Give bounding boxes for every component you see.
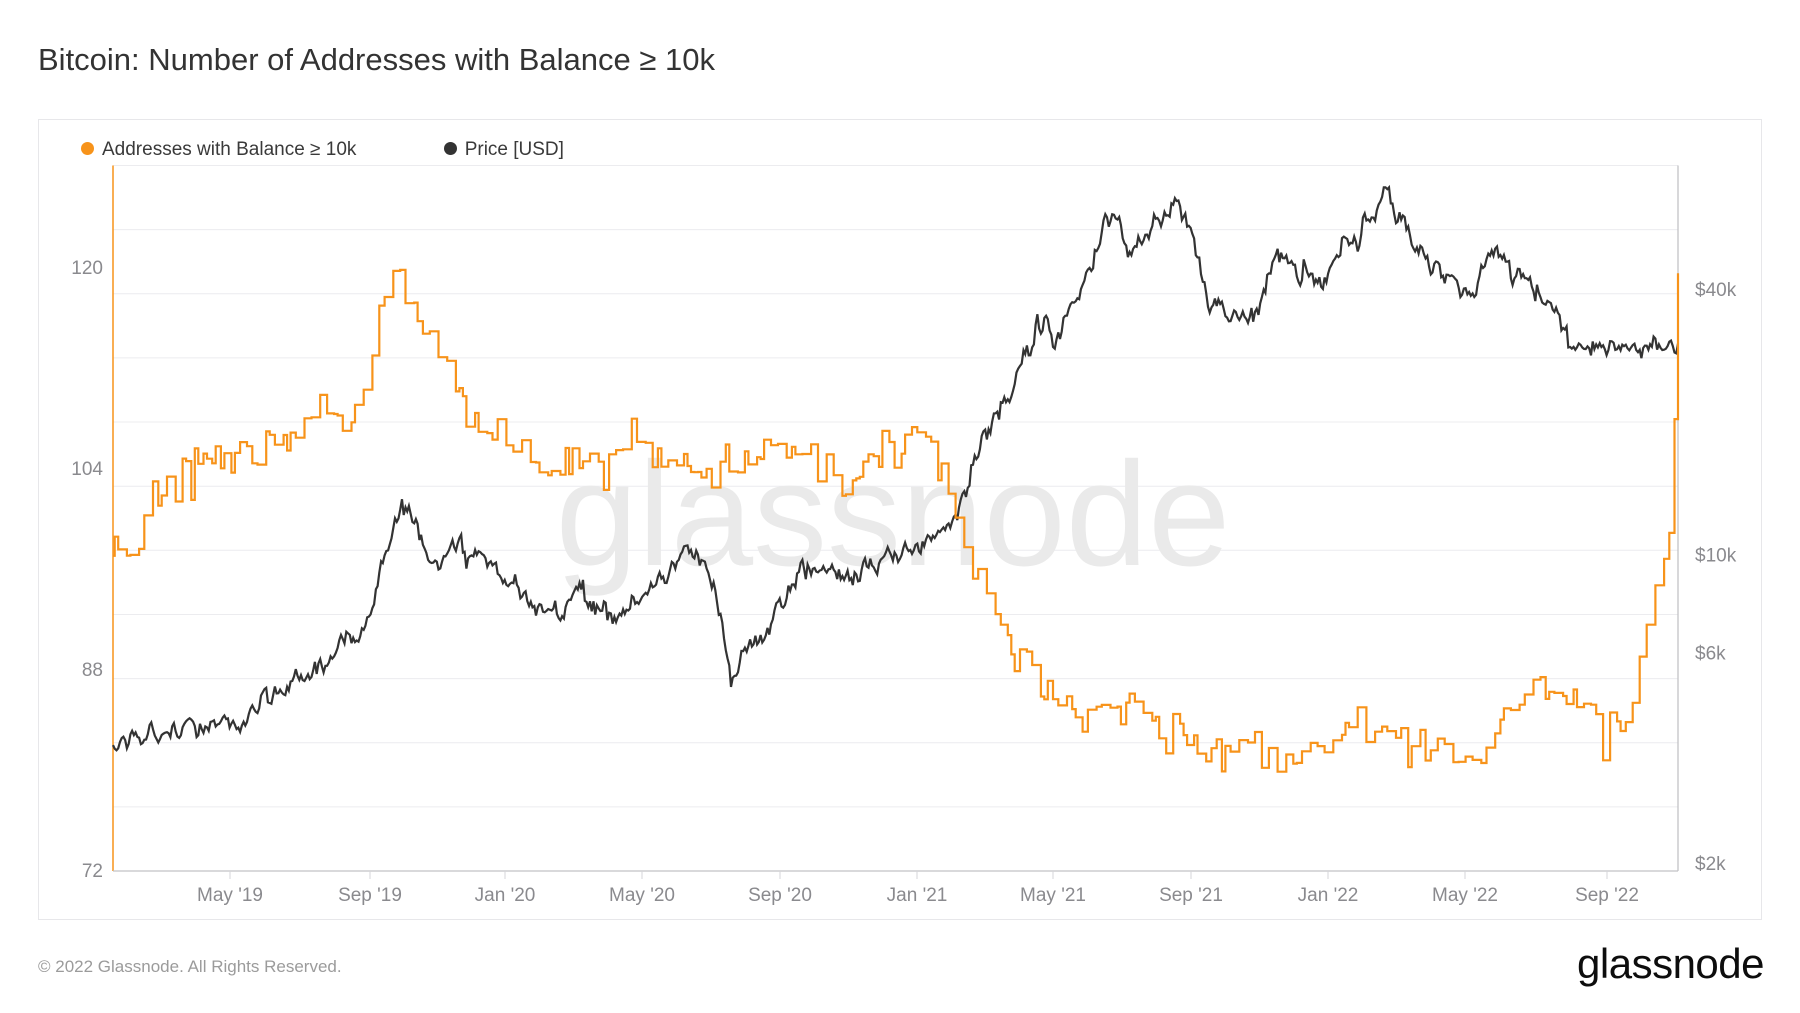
svg-text:May '22: May '22 bbox=[1432, 885, 1498, 906]
svg-text:$40k: $40k bbox=[1695, 280, 1737, 301]
svg-text:120: 120 bbox=[71, 258, 103, 279]
svg-text:Sep '20: Sep '20 bbox=[748, 885, 812, 906]
svg-text:$2k: $2k bbox=[1695, 854, 1726, 875]
svg-text:Jan '21: Jan '21 bbox=[887, 885, 948, 906]
svg-text:Jan '22: Jan '22 bbox=[1298, 885, 1359, 906]
svg-text:88: 88 bbox=[82, 660, 103, 681]
svg-text:Jan '20: Jan '20 bbox=[475, 885, 536, 906]
svg-text:Sep '21: Sep '21 bbox=[1159, 885, 1223, 906]
svg-text:$10k: $10k bbox=[1695, 546, 1737, 567]
svg-text:104: 104 bbox=[71, 459, 103, 480]
svg-text:72: 72 bbox=[82, 861, 103, 882]
svg-text:May '21: May '21 bbox=[1020, 885, 1086, 906]
svg-text:May '20: May '20 bbox=[609, 885, 675, 906]
svg-text:Sep '22: Sep '22 bbox=[1575, 885, 1639, 906]
svg-text:May '19: May '19 bbox=[197, 885, 263, 906]
svg-text:Sep '19: Sep '19 bbox=[338, 885, 402, 906]
svg-text:$6k: $6k bbox=[1695, 644, 1726, 665]
